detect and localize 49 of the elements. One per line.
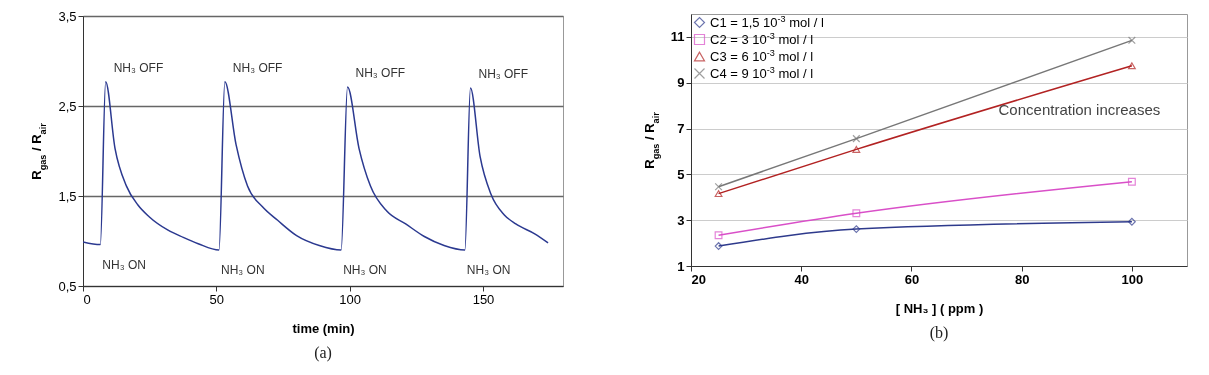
y-tick-label: 9 <box>677 75 685 91</box>
annotation: NH₃ ON <box>102 257 146 272</box>
y-tick-label: 1 <box>677 258 685 274</box>
x-axis-title: time (min) <box>292 320 355 336</box>
x-tick-label: 0 <box>83 291 91 307</box>
annotation: NH₃ OFF <box>232 60 283 75</box>
y-tick-label: 7 <box>677 121 685 137</box>
x-tick-label: 100 <box>1121 271 1144 287</box>
x-tick-label: 150 <box>472 291 495 307</box>
point <box>714 242 723 251</box>
annotation: NH₃ ON <box>466 263 511 277</box>
point <box>714 190 723 198</box>
y-tick-label: 11 <box>670 29 685 45</box>
annotation: Concentration increases <box>998 100 1161 118</box>
annotation: NH₃ OFF <box>478 67 529 81</box>
annotation: NH₃ OFF <box>355 66 406 81</box>
x-tick-label: 100 <box>339 291 362 307</box>
y-tick-label: 3,5 <box>58 8 77 24</box>
y-tick-label: 2,5 <box>58 98 77 114</box>
x-tick-label: 50 <box>209 291 225 307</box>
point <box>1127 36 1136 45</box>
point <box>1127 217 1136 226</box>
point <box>1127 177 1136 186</box>
point <box>852 209 861 218</box>
annotation: NH₃ ON <box>343 263 387 277</box>
legend-label: C4 = 9 10$^{-3}$ mol / l <box>710 64 814 81</box>
x-tick-label: 40 <box>794 271 809 287</box>
point <box>852 225 861 234</box>
x-axis-title: [ NH₃ ] ( ppm ) <box>895 300 984 316</box>
annotation: NH₃ ON <box>221 263 265 277</box>
y-tick-label: 0,5 <box>58 278 77 294</box>
line-series <box>83 80 549 251</box>
x-tick-label: 20 <box>691 271 706 287</box>
point <box>1127 62 1136 70</box>
x-tick-label: 60 <box>904 271 920 287</box>
point <box>714 182 723 191</box>
text: (a) <box>314 344 332 362</box>
legend-label: C1 = 1,5 10$^{-3}$ mol / l <box>710 13 825 30</box>
legend-label: C3 = 6 10$^{-3}$ mol / l <box>710 47 814 64</box>
point <box>714 231 723 240</box>
point <box>852 145 861 153</box>
x-tick-label: 80 <box>1014 271 1030 287</box>
y-tick-label: 3 <box>677 212 685 228</box>
y-tick-label: 1,5 <box>58 188 77 204</box>
legend-label: C2 = 3 10$^{-3}$ mol / l <box>710 30 814 47</box>
annotation: NH₃ OFF <box>113 60 164 75</box>
y-tick-label: 5 <box>677 166 685 182</box>
text: (b) <box>929 324 949 342</box>
point <box>852 134 861 143</box>
